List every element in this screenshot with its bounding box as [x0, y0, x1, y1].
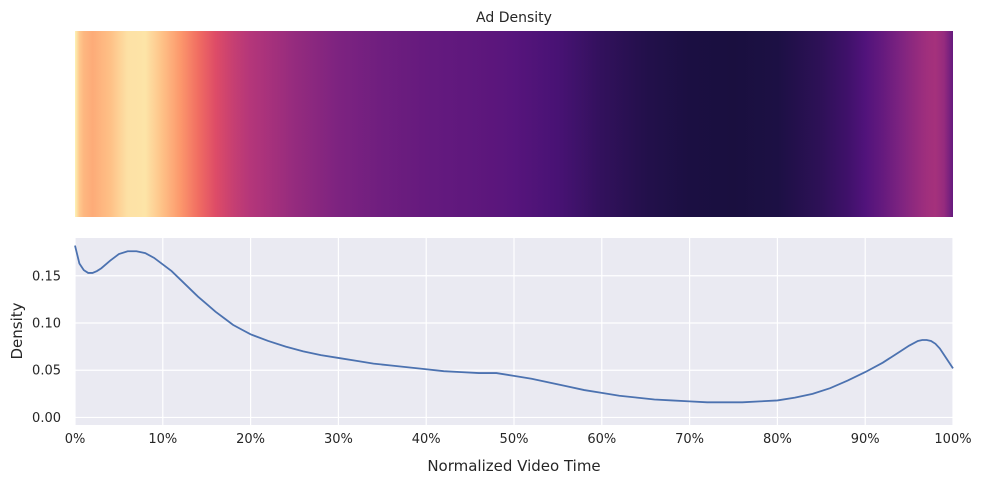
y-tick-label: 0.00 [32, 411, 61, 426]
y-axis-ticks: 0.00 0.05 0.10 0.15 [32, 269, 61, 426]
x-tick-label: 90% [851, 432, 880, 447]
x-tick-label: 70% [675, 432, 704, 447]
y-tick-label: 0.05 [32, 364, 61, 379]
x-tick-label: 60% [587, 432, 616, 447]
y-tick-label: 0.10 [32, 317, 61, 332]
x-tick-label: 100% [934, 432, 971, 447]
heatmap-strip [75, 31, 953, 217]
x-axis-title: Normalized Video Time [427, 457, 600, 475]
x-gridlines [74, 238, 954, 425]
x-tick-label: 10% [148, 432, 177, 447]
x-tick-label: 0% [65, 432, 86, 447]
y-axis-title: Density [8, 302, 26, 359]
x-tick-label: 50% [500, 432, 529, 447]
x-tick-label: 80% [763, 432, 792, 447]
y-gridlines [75, 275, 953, 419]
x-tick-label: 40% [412, 432, 441, 447]
y-tick-label: 0.15 [32, 269, 61, 284]
x-tick-label: 20% [236, 432, 265, 447]
density-line [74, 245, 954, 404]
x-tick-label: 30% [324, 432, 353, 447]
density-plot [74, 238, 954, 425]
x-axis-ticks: 0% 10% 20% 30% 40% 50% 60% 70% 80% 90% 100% [65, 432, 972, 447]
heatmap-title: Ad Density [476, 10, 552, 26]
